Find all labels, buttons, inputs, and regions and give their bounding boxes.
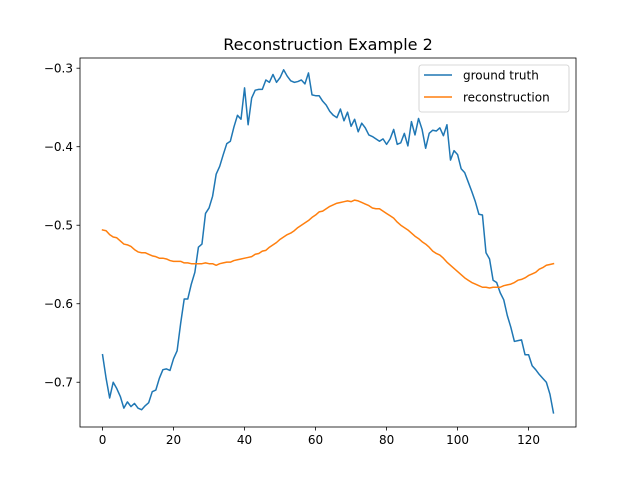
y-tick-label: −0.4: [44, 140, 73, 154]
y-tick-label: −0.7: [44, 376, 73, 390]
legend-label-ground-truth: ground truth: [463, 68, 539, 82]
x-tick-label: 120: [517, 433, 540, 447]
series-line-ground-truth: [101, 69, 555, 414]
y-tick-label: −0.6: [44, 297, 73, 311]
x-tick-label: 20: [166, 433, 181, 447]
y-tick-label: −0.5: [44, 219, 73, 233]
legend: ground truth reconstruction: [418, 64, 570, 113]
legend-label-reconstruction: reconstruction: [463, 90, 550, 104]
axes: 0 20 40 60 80 100 120 −0.7 −0.6 −0.5 −0.4 −0.3: [44, 57, 577, 447]
x-tick-label: 80: [379, 433, 394, 447]
y-tick-label: −0.3: [44, 62, 73, 76]
x-tick-label: 60: [308, 433, 323, 447]
legend-box: [418, 64, 570, 113]
x-tick-label: 40: [237, 433, 252, 447]
chart-title: Reconstruction Example 2: [223, 35, 433, 54]
x-tick-label: 0: [99, 433, 107, 447]
x-tick-label: 100: [446, 433, 469, 447]
axes-frame: [79, 57, 577, 428]
plot-area: [101, 69, 555, 414]
series-line-reconstruction: [101, 199, 555, 289]
